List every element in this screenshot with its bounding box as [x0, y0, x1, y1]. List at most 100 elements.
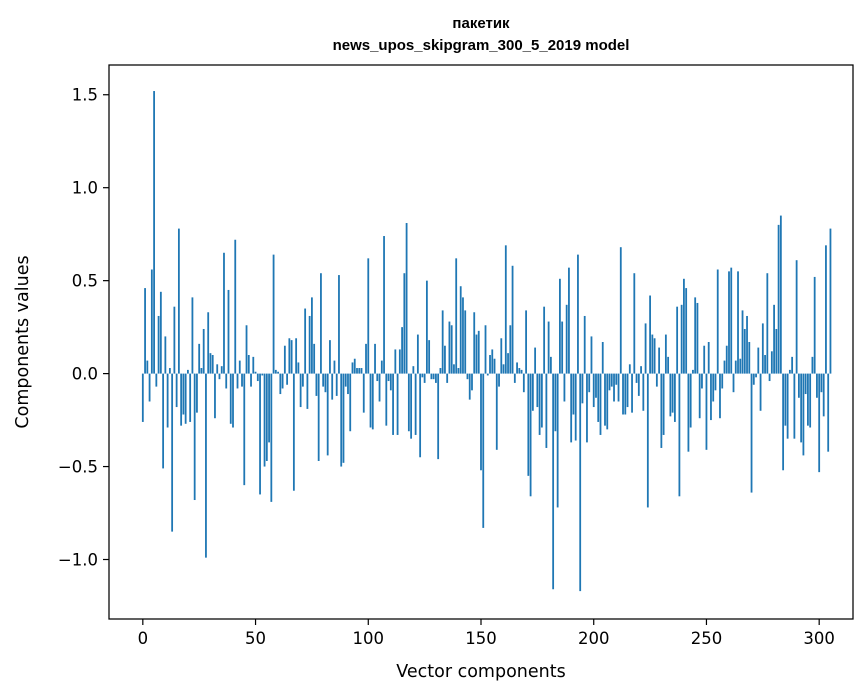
bar	[764, 355, 766, 374]
bar	[495, 373, 498, 450]
x-tick-label: 0	[138, 629, 149, 648]
bar	[660, 373, 663, 448]
bar	[446, 373, 449, 383]
bar	[730, 267, 733, 374]
x-tick-label: 300	[803, 629, 835, 648]
bar	[297, 362, 300, 374]
bar	[743, 328, 746, 374]
bar	[263, 373, 266, 467]
bar	[459, 286, 462, 374]
bar	[628, 364, 631, 374]
bar	[299, 373, 302, 408]
bar	[270, 373, 273, 502]
bar	[349, 373, 352, 432]
bar	[696, 302, 699, 374]
bar	[202, 328, 205, 374]
bar	[610, 373, 613, 387]
bar	[559, 278, 561, 374]
bar	[236, 373, 239, 389]
bar	[407, 373, 410, 432]
bar	[444, 345, 446, 374]
bar	[527, 373, 530, 476]
bar	[793, 373, 796, 439]
bar	[626, 373, 629, 408]
bar	[243, 373, 246, 486]
bar	[750, 373, 753, 493]
bar	[723, 360, 726, 374]
bar	[168, 368, 171, 374]
bar	[385, 373, 388, 426]
bar	[412, 366, 415, 374]
bar	[683, 278, 685, 374]
bar	[658, 347, 661, 374]
bar	[211, 355, 214, 374]
bars-group	[141, 91, 832, 592]
bar	[807, 373, 809, 426]
bar	[513, 373, 516, 383]
bar	[676, 306, 679, 374]
bar	[619, 247, 622, 374]
bar	[439, 368, 442, 374]
bar	[788, 369, 791, 374]
bar	[416, 334, 419, 374]
bar	[394, 349, 397, 374]
bar	[340, 373, 343, 467]
y-tick-label: −0.5	[58, 458, 98, 477]
bar	[252, 356, 255, 374]
bar	[482, 373, 485, 528]
bar	[574, 373, 577, 441]
bar	[347, 373, 349, 395]
bar	[358, 368, 361, 374]
bar	[455, 258, 458, 374]
bar	[441, 310, 444, 374]
bar	[403, 273, 406, 374]
bar	[813, 276, 816, 374]
bar	[475, 334, 478, 374]
bar	[396, 373, 399, 435]
bar	[531, 373, 534, 411]
bar	[421, 373, 424, 378]
bar	[716, 269, 719, 374]
bar	[148, 373, 151, 402]
bar	[827, 373, 830, 452]
bar	[306, 373, 309, 409]
bar	[166, 373, 169, 428]
bar	[755, 373, 757, 378]
bar	[752, 373, 755, 385]
bar	[317, 373, 320, 461]
bar	[712, 373, 715, 402]
bar	[622, 373, 624, 415]
bar	[572, 373, 575, 415]
bar	[250, 373, 252, 387]
bar	[259, 373, 261, 495]
bar	[367, 258, 370, 374]
bar	[295, 338, 298, 374]
y-tick-label: 1.5	[72, 86, 98, 105]
bar	[680, 304, 683, 374]
bar	[311, 297, 313, 374]
bar	[193, 373, 196, 501]
bar	[804, 373, 807, 395]
bar	[797, 373, 800, 398]
bar	[430, 373, 433, 380]
bar	[225, 373, 228, 389]
bar	[633, 273, 636, 374]
bar	[818, 373, 821, 473]
bar	[376, 373, 379, 382]
bar	[277, 371, 279, 374]
bar	[597, 373, 600, 422]
bar	[746, 315, 748, 374]
bar	[707, 342, 710, 374]
bar	[254, 371, 257, 374]
bar	[579, 373, 582, 592]
bar	[500, 338, 503, 374]
bar	[329, 340, 331, 374]
plot-frame	[108, 64, 854, 620]
bar	[389, 373, 392, 391]
bar	[599, 373, 602, 435]
bar	[529, 373, 532, 497]
bar	[525, 310, 527, 374]
chart-title-line-1: пакетик	[452, 15, 510, 32]
bar	[507, 353, 509, 374]
bar	[588, 373, 591, 393]
